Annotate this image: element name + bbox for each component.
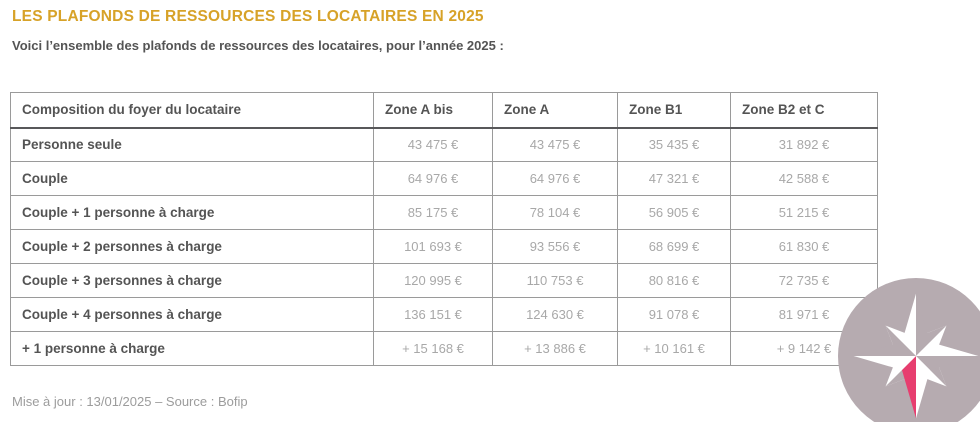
column-header-composition: Composition du foyer du locataire [10,92,374,129]
row-label: Couple + 1 personne à charge [10,195,374,230]
value-cell: 78 104 € [492,195,618,230]
value-cell: 47 321 € [617,161,731,196]
value-cell: 51 215 € [730,195,878,230]
value-cell: + 10 161 € [617,331,731,366]
table-row: Personne seule 43 475 € 43 475 € 35 435 … [10,127,878,162]
resource-ceilings-table: Composition du foyer du locataire Zone A… [10,92,878,366]
value-cell: 31 892 € [730,127,878,162]
value-cell: + 15 168 € [373,331,493,366]
table-row: Couple 64 976 € 64 976 € 47 321 € 42 588… [10,161,878,196]
column-header-zone-a: Zone A [492,92,618,129]
row-label: Couple + 3 personnes à charge [10,263,374,298]
column-header-zone-a-bis: Zone A bis [373,92,493,129]
value-cell: 56 905 € [617,195,731,230]
value-cell: 68 699 € [617,229,731,264]
row-label: Couple + 4 personnes à charge [10,297,374,332]
column-header-zone-b1: Zone B1 [617,92,731,129]
value-cell: 35 435 € [617,127,731,162]
table-row: Couple + 1 personne à charge 85 175 € 78… [10,195,878,230]
table-row: + 1 personne à charge + 15 168 € + 13 88… [10,331,878,366]
value-cell: 42 588 € [730,161,878,196]
value-cell: 80 816 € [617,263,731,298]
row-label: Couple [10,161,374,196]
value-cell: 64 976 € [373,161,493,196]
table-row: Couple + 2 personnes à charge 101 693 € … [10,229,878,264]
value-cell: 124 630 € [492,297,618,332]
value-cell: + 13 886 € [492,331,618,366]
value-cell: 120 995 € [373,263,493,298]
value-cell: 136 151 € [373,297,493,332]
update-source-note: Mise à jour : 13/01/2025 – Source : Bofi… [12,394,248,409]
page-subtitle: Voici l’ensemble des plafonds de ressour… [12,38,504,53]
value-cell: 61 830 € [730,229,878,264]
value-cell: 72 735 € [730,263,878,298]
value-cell: 93 556 € [492,229,618,264]
column-header-zone-b2-c: Zone B2 et C [730,92,878,129]
table-header-row: Composition du foyer du locataire Zone A… [10,92,878,129]
page-title: LES PLAFONDS DE RESSOURCES DES LOCATAIRE… [12,8,484,25]
row-label: Personne seule [10,127,374,162]
value-cell: 101 693 € [373,229,493,264]
value-cell: 64 976 € [492,161,618,196]
table-row: Couple + 3 personnes à charge 120 995 € … [10,263,878,298]
value-cell: 110 753 € [492,263,618,298]
row-label: + 1 personne à charge [10,331,374,366]
table-row: Couple + 4 personnes à charge 136 151 € … [10,297,878,332]
compass-rose-icon [838,278,980,422]
row-label: Couple + 2 personnes à charge [10,229,374,264]
value-cell: 91 078 € [617,297,731,332]
value-cell: 43 475 € [492,127,618,162]
value-cell: 85 175 € [373,195,493,230]
value-cell: 43 475 € [373,127,493,162]
